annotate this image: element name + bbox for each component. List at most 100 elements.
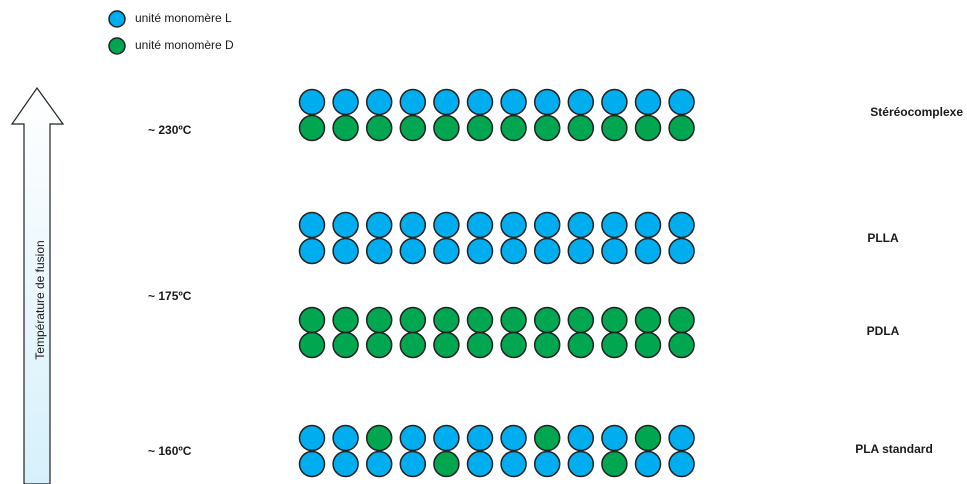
monomer (668, 211, 695, 239)
temperature-label: ~ 230ºC (148, 123, 192, 137)
monomer (365, 114, 393, 142)
monomer (634, 211, 662, 239)
monomer (567, 331, 595, 359)
monomer (298, 211, 326, 239)
monomer (332, 211, 359, 239)
temperature-arrow (10, 86, 65, 484)
monomer (601, 450, 628, 478)
monomer (466, 114, 494, 142)
monomer (567, 424, 595, 452)
monomer (332, 331, 359, 359)
monomer (634, 331, 662, 359)
monomer (601, 114, 628, 142)
monomer (399, 450, 427, 478)
monomer (466, 237, 494, 265)
legend-label: unité monomère D (135, 38, 234, 52)
monomer (634, 450, 662, 478)
monomer (298, 114, 326, 142)
monomer (332, 114, 359, 142)
monomer (533, 114, 561, 142)
monomer (668, 114, 695, 142)
monomer (332, 450, 359, 478)
chains (298, 88, 695, 478)
monomer (668, 237, 695, 265)
monomer (601, 424, 628, 452)
monomer (500, 211, 527, 239)
monomer (332, 306, 359, 334)
monomer (634, 114, 662, 142)
monomer (365, 331, 393, 359)
monomer (332, 237, 359, 265)
monomer (601, 88, 628, 116)
structure-label: PDLA (867, 324, 900, 338)
monomer (433, 211, 460, 239)
monomer (466, 88, 494, 116)
legend-label: unité monomère L (135, 11, 232, 25)
monomer (567, 450, 595, 478)
structure-label: PLA standard (855, 442, 933, 456)
monomer (433, 331, 460, 359)
legend-swatch-l (108, 10, 126, 28)
monomer (634, 237, 662, 265)
monomer (533, 88, 561, 116)
structure-label: PLLA (867, 231, 899, 245)
monomer (567, 237, 595, 265)
monomer (298, 450, 326, 478)
monomer (668, 450, 695, 478)
monomer (365, 450, 393, 478)
monomer (433, 88, 460, 116)
monomer (399, 211, 427, 239)
monomer (500, 331, 527, 359)
monomer (533, 331, 561, 359)
monomer (466, 450, 494, 478)
monomer (365, 237, 393, 265)
monomer (567, 114, 595, 142)
monomer (332, 88, 359, 116)
legend-swatch-d (108, 37, 126, 55)
monomer (399, 88, 427, 116)
monomer (533, 306, 561, 334)
monomer (365, 306, 393, 334)
monomer (466, 331, 494, 359)
monomer (533, 450, 561, 478)
monomer (466, 211, 494, 239)
monomer (433, 450, 460, 478)
monomer (634, 306, 662, 334)
monomer (298, 237, 326, 265)
temperature-label: ~ 175ºC (148, 289, 192, 303)
monomer (500, 237, 527, 265)
temperature-label: ~ 160ºC (148, 444, 192, 458)
monomer (500, 306, 527, 334)
monomer (433, 306, 460, 334)
monomer (466, 424, 494, 452)
monomer (399, 306, 427, 334)
structure-label: Stéréocomplexe (870, 105, 963, 119)
monomer (567, 306, 595, 334)
monomer (601, 211, 628, 239)
monomer (668, 306, 695, 334)
monomer (601, 331, 628, 359)
monomer (567, 211, 595, 239)
monomer (668, 88, 695, 116)
monomer (433, 237, 460, 265)
monomer (399, 114, 427, 142)
monomer (533, 424, 561, 452)
monomer (567, 88, 595, 116)
monomer (433, 424, 460, 452)
monomer (601, 237, 628, 265)
monomer (466, 306, 494, 334)
monomer (365, 424, 393, 452)
monomer (500, 114, 527, 142)
monomer (298, 88, 326, 116)
monomer (533, 211, 561, 239)
monomer (500, 424, 527, 452)
monomer (399, 331, 427, 359)
monomer (668, 424, 695, 452)
monomer (533, 237, 561, 265)
monomer (365, 88, 393, 116)
monomer (634, 88, 662, 116)
monomer (634, 424, 662, 452)
monomer (500, 450, 527, 478)
monomer (399, 237, 427, 265)
